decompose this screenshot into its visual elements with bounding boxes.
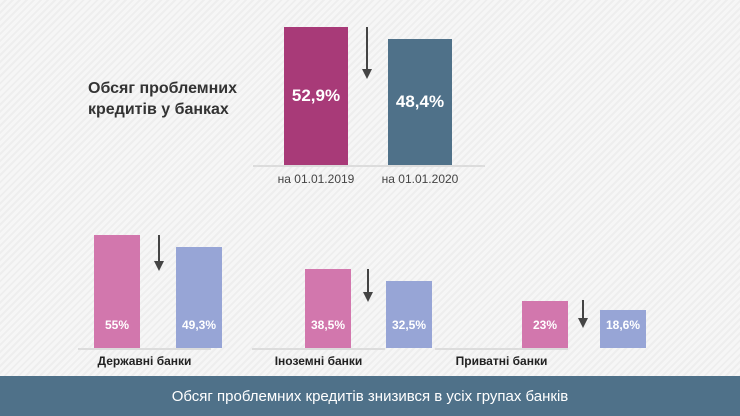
down-arrow-icon <box>154 235 164 271</box>
data-label: 48,4% <box>395 91 445 111</box>
baseline <box>435 348 568 350</box>
bar: 52,9% <box>284 26 348 165</box>
data-label: 49,3% <box>181 317 217 332</box>
down-arrow-icon <box>363 269 373 302</box>
x-tick-label: на 01.01.2019 <box>277 172 355 186</box>
data-label: 18,6% <box>605 317 641 332</box>
bar: 48,4% <box>388 38 452 165</box>
down-arrow-icon <box>578 300 588 328</box>
group-label: Приватні банки <box>455 354 548 368</box>
bar: 55% <box>94 235 140 348</box>
bar: 32,5% <box>386 281 432 348</box>
footer-banner: Обсяг проблемних кредитів знизився в усі… <box>0 376 740 416</box>
data-label: 38,5% <box>310 317 346 332</box>
group-label: Іноземні банки <box>274 354 363 368</box>
down-arrow-icon <box>362 27 372 79</box>
bar: 23% <box>522 300 568 348</box>
data-label: 32,5% <box>391 318 427 332</box>
data-label: 52,9% <box>291 85 341 105</box>
bar: 18,6% <box>600 309 646 348</box>
footer-text: Обсяг проблемних кредитів знизився в усі… <box>171 387 569 405</box>
data-label: 23% <box>532 317 558 332</box>
baseline <box>78 348 211 350</box>
data-label: 55% <box>104 318 130 332</box>
baseline <box>253 165 485 167</box>
group-label: Державні банки <box>97 354 192 368</box>
baseline <box>252 348 385 350</box>
main-chart-title: Обсяг проблемних кредитів у банках <box>88 80 238 118</box>
x-tick-label: на 01.01.2020 <box>381 172 459 186</box>
bar: 49,3% <box>176 246 222 348</box>
bar: 38,5% <box>305 269 351 348</box>
